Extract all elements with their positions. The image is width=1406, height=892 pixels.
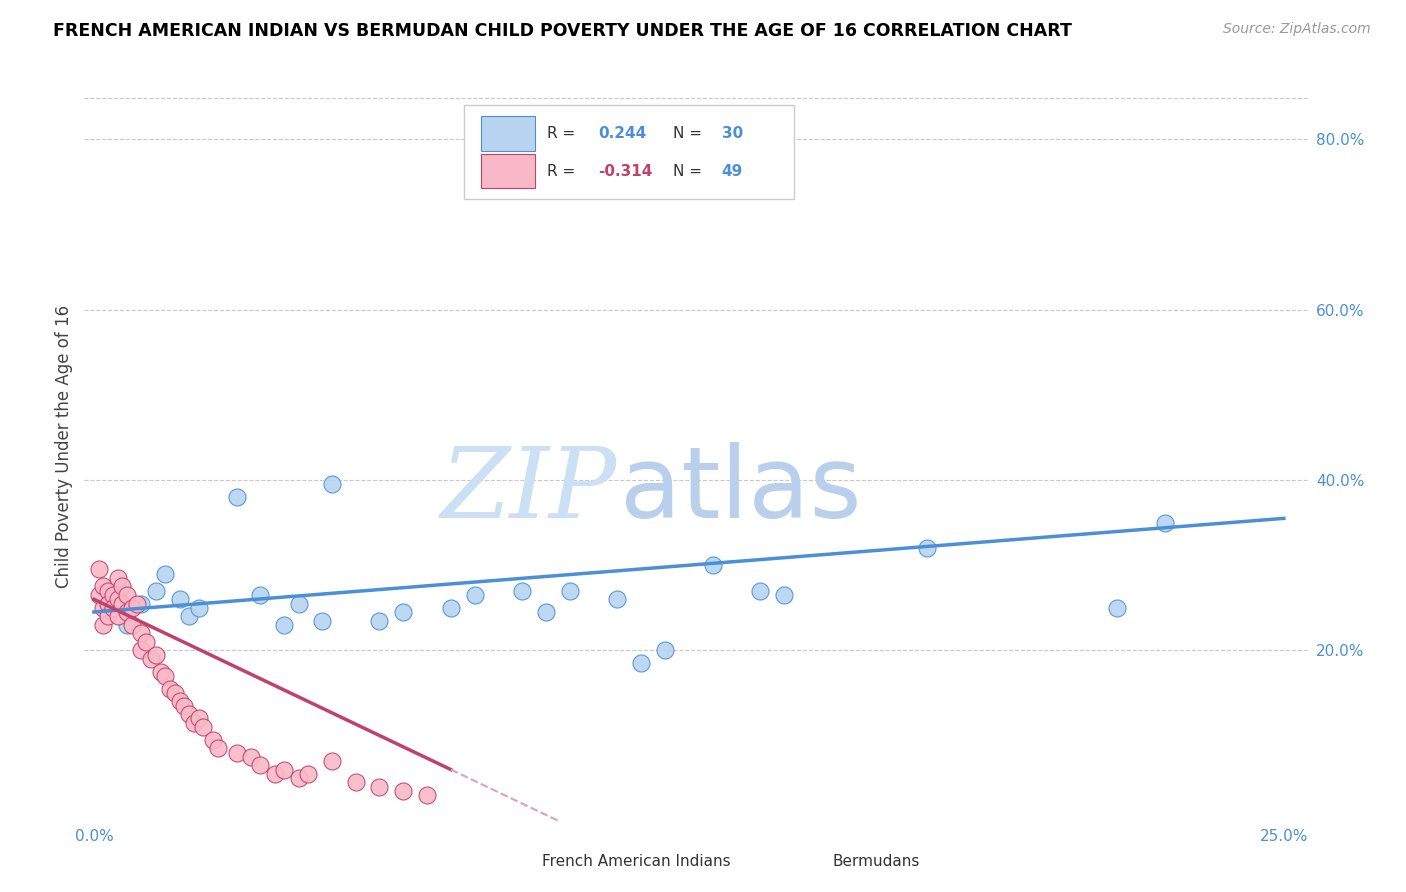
Point [121,617,143,632]
Y-axis label: Child Poverty Under the Age of 16: Child Poverty Under the Age of 16 [55,304,73,588]
Point [115,605,138,619]
Text: FRENCH AMERICAN INDIAN VS BERMUDAN CHILD POVERTY UNDER THE AGE OF 16 CORRELATION: FRENCH AMERICAN INDIAN VS BERMUDAN CHILD… [53,22,1073,40]
Point [187,600,209,615]
Text: -0.314: -0.314 [598,163,652,178]
Point [131,597,153,611]
FancyBboxPatch shape [464,105,794,199]
Point [107,571,129,585]
Point [263,767,285,781]
Point [131,626,153,640]
Point [183,715,205,730]
Text: N =: N = [672,163,707,178]
Point [169,694,191,708]
Point [93,580,115,594]
Text: 0.244: 0.244 [598,126,647,141]
Point [440,600,463,615]
Point [107,583,129,598]
Point [344,775,367,789]
Point [773,588,796,602]
Point [111,580,134,594]
FancyBboxPatch shape [481,116,534,151]
Point [392,784,415,798]
Point [249,758,271,772]
Point [97,583,120,598]
Point [177,707,200,722]
Point [249,588,271,602]
Point [177,609,200,624]
Point [558,583,581,598]
Point [654,643,676,657]
Text: N =: N = [672,126,707,141]
Point [131,643,153,657]
Point [193,720,215,734]
Point [107,592,129,607]
Point [510,583,533,598]
Point [101,600,124,615]
Point [1153,516,1175,530]
Point [139,652,162,666]
Point [87,562,110,576]
Point [107,609,129,624]
FancyBboxPatch shape [484,849,536,873]
Point [145,648,167,662]
Point [1107,600,1129,615]
Point [749,583,772,598]
Point [630,656,652,670]
Point [321,477,343,491]
Text: French American Indians: French American Indians [541,855,731,870]
Point [93,600,115,615]
Point [207,741,229,756]
Point [97,597,120,611]
Point [159,681,181,696]
Point [287,597,309,611]
Text: ZIP: ZIP [440,443,616,539]
Point [915,541,938,556]
Point [321,754,343,768]
Point [225,746,247,760]
Point [101,588,124,602]
FancyBboxPatch shape [481,153,534,188]
Text: 30: 30 [721,126,742,141]
Point [368,614,391,628]
Point [145,583,167,598]
Point [311,614,333,628]
Point [534,605,557,619]
Point [464,588,486,602]
Point [201,732,224,747]
Point [149,665,172,679]
Text: Bermudans: Bermudans [832,855,921,870]
Point [111,597,134,611]
Text: Source: ZipAtlas.com: Source: ZipAtlas.com [1223,22,1371,37]
Point [135,635,157,649]
Point [93,617,115,632]
Point [169,592,191,607]
Text: 49: 49 [721,163,742,178]
Text: atlas: atlas [620,442,862,540]
Point [155,566,177,581]
Point [121,600,143,615]
Point [606,592,628,607]
Point [225,490,247,504]
Point [115,588,138,602]
Point [187,711,209,725]
FancyBboxPatch shape [776,849,827,873]
Text: R =: R = [547,126,579,141]
Point [368,780,391,794]
Text: R =: R = [547,163,579,178]
Point [163,686,186,700]
Point [702,558,724,573]
Point [287,771,309,785]
Point [115,617,138,632]
Point [416,788,439,802]
Point [392,605,415,619]
Point [173,698,195,713]
Point [125,597,148,611]
Point [87,588,110,602]
Point [273,763,295,777]
Point [97,609,120,624]
Point [297,767,319,781]
Point [273,617,295,632]
Point [155,669,177,683]
Point [239,749,262,764]
